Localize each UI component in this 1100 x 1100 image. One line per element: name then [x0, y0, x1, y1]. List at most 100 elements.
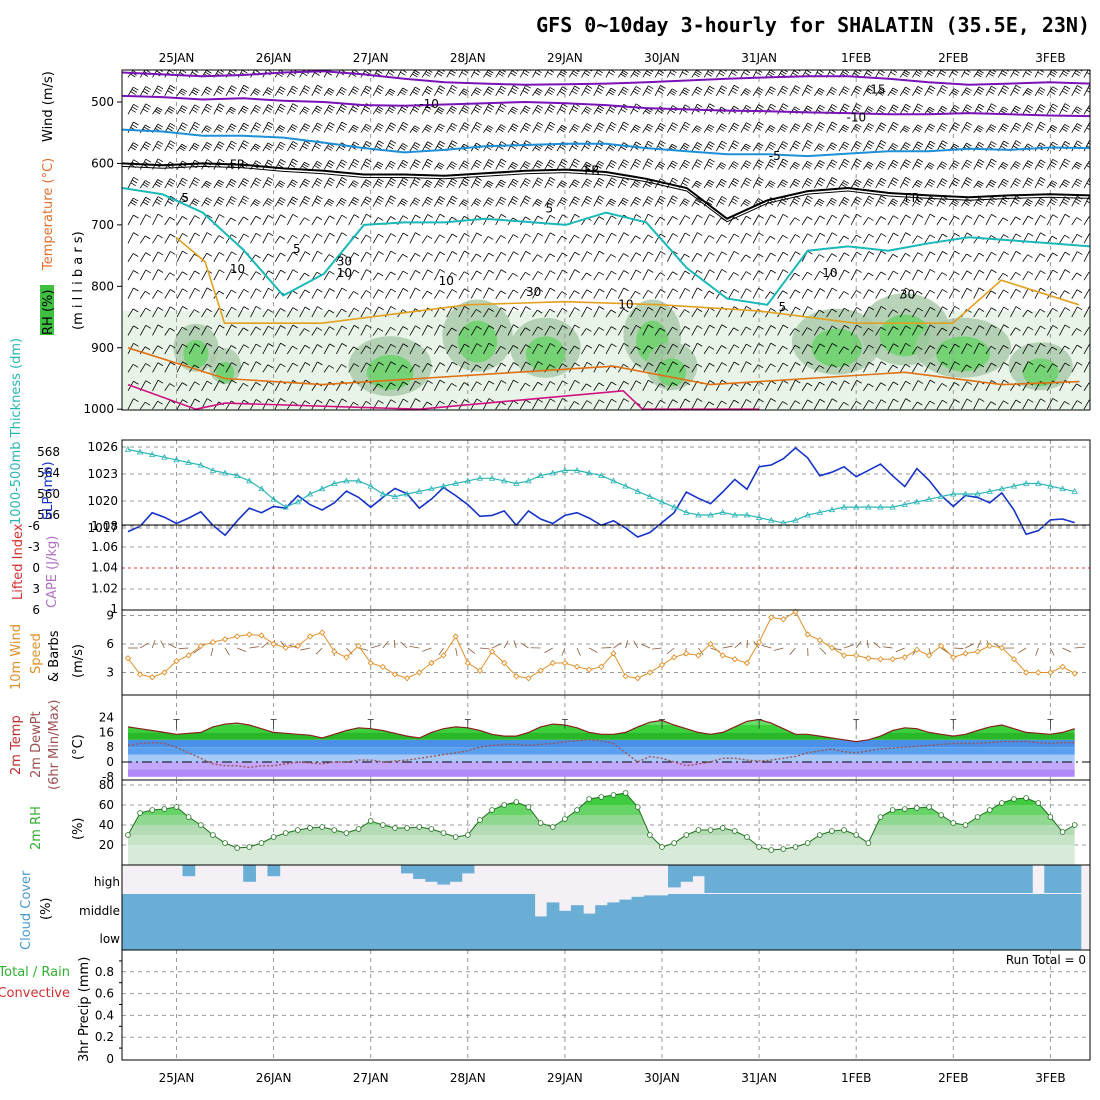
wind-barb: [336, 325, 343, 336]
wind-barb-flag: [718, 165, 724, 170]
wind-barb-flag: [914, 183, 921, 188]
wind-barb-flag: [990, 345, 997, 350]
wind-barb-flag: [317, 344, 323, 348]
wind-barb: [887, 232, 894, 244]
wind-barb-flag: [1000, 72, 1007, 77]
wind-barb: [1059, 401, 1065, 410]
wind-barb-flag: [389, 162, 395, 167]
wind-barb-flag: [242, 70, 248, 74]
wind-barb: [139, 252, 146, 262]
wind-barb-flag: [746, 177, 752, 182]
wind-barb-flag: [378, 85, 384, 89]
wind-barb-flag: [697, 103, 703, 108]
wind-barb-flag: [179, 109, 185, 114]
wind-barb: [1010, 272, 1016, 281]
thickness-point: [683, 509, 690, 515]
wind-barb: [176, 361, 183, 373]
wind-barb: [899, 253, 906, 262]
wind-barb-flag: [169, 289, 176, 293]
rh-tick: 20: [99, 838, 114, 852]
wind-barb-flag: [623, 159, 629, 164]
wind-barb-flag: [856, 234, 862, 239]
wind-barb-flag: [537, 326, 543, 331]
wind-barb-flag: [340, 199, 346, 204]
wind-barb: [703, 214, 710, 226]
wind-barb-flag: [1086, 127, 1090, 131]
wind-barb-flag: [329, 104, 335, 109]
wind-barb-flag: [780, 145, 786, 150]
wind-barb-flag: [439, 324, 446, 329]
wind-barb: [483, 287, 490, 299]
wind-barb: [397, 254, 403, 262]
wind-barb-flag: [267, 70, 273, 73]
wind-barb-flag: [144, 235, 151, 240]
wind-barb-flag: [893, 343, 899, 348]
wind-barb-flag: [536, 180, 542, 184]
wind-barb: [532, 399, 539, 410]
wind-barb-flag: [387, 200, 394, 205]
wind-barb-flag: [697, 159, 703, 163]
wind-barb-flag: [133, 176, 139, 181]
wind-barb-flag: [537, 381, 543, 386]
wind-barb: [666, 233, 674, 244]
wind-barb: [838, 141, 845, 152]
wind-barb: [274, 342, 281, 355]
wind-barb-flag: [977, 88, 983, 93]
wind-barb-flag: [510, 165, 516, 170]
wind-barb: [176, 216, 183, 226]
wind-barb-flag: [157, 123, 163, 128]
wind-barb-flag: [328, 124, 334, 129]
wind-barb-flag: [364, 143, 371, 148]
wind-barb-flag: [744, 124, 751, 129]
wind-barb: [666, 344, 674, 355]
thickness-point: [937, 493, 945, 500]
bottom-day-label: 27JAN: [353, 1071, 389, 1085]
wind-barb-flag: [241, 107, 248, 112]
wind-barb-flag: [672, 271, 678, 276]
top-day-label: 30JAN: [644, 51, 680, 65]
upper-ylabel-mb: (m i l l i b a r s): [71, 231, 86, 330]
wind-barb: [1010, 399, 1017, 410]
cloud-low-bar: [485, 922, 499, 950]
wind-barb-flag: [485, 164, 492, 168]
wind-ylabel-unit: (m/s): [71, 644, 86, 678]
wind-barb-flag: [755, 146, 761, 151]
wind-barb-flag: [660, 122, 666, 127]
wind-barb-flag: [203, 91, 210, 95]
wind-barb-flag: [598, 160, 605, 165]
wind-barb-flag: [231, 379, 237, 384]
wind-barb: [838, 235, 845, 244]
wind-barb-flag: [792, 90, 798, 95]
thickness-point: [270, 495, 277, 502]
wind-barb: [397, 288, 404, 299]
wind-barb: [201, 325, 208, 336]
wind-barb-flag: [501, 70, 507, 73]
wind-barb-flag: [854, 181, 861, 186]
wind-barb-flag: [795, 379, 801, 384]
wind-barb-flag: [191, 202, 198, 206]
wind-barb-flag: [988, 108, 994, 113]
wind-barb-flag: [219, 158, 225, 163]
wind-barb-flag: [1086, 182, 1090, 186]
wind-barb: [642, 380, 649, 391]
wind-barb-flag: [205, 199, 211, 204]
wind-barb: [1083, 160, 1090, 170]
wind-barb-flag: [1087, 124, 1090, 127]
wind-barb-flag: [366, 158, 372, 163]
wind-barb-flag: [709, 380, 715, 384]
wind-barb-flag: [217, 126, 223, 131]
wind10m-point: [707, 640, 714, 648]
wind-barb-flag: [268, 121, 274, 126]
wind-barb-flag: [413, 199, 420, 204]
wind-barb-flag: [745, 199, 751, 203]
wind-barb: [985, 362, 992, 373]
wind10m-barb: [178, 647, 189, 650]
rh-shade-90: [811, 328, 862, 368]
wind-barb: [581, 328, 587, 336]
wind-barb: [1034, 287, 1041, 299]
wind-barb: [385, 361, 392, 373]
wind-barb-flag: [965, 106, 971, 111]
wind-barb-flag: [280, 269, 286, 274]
